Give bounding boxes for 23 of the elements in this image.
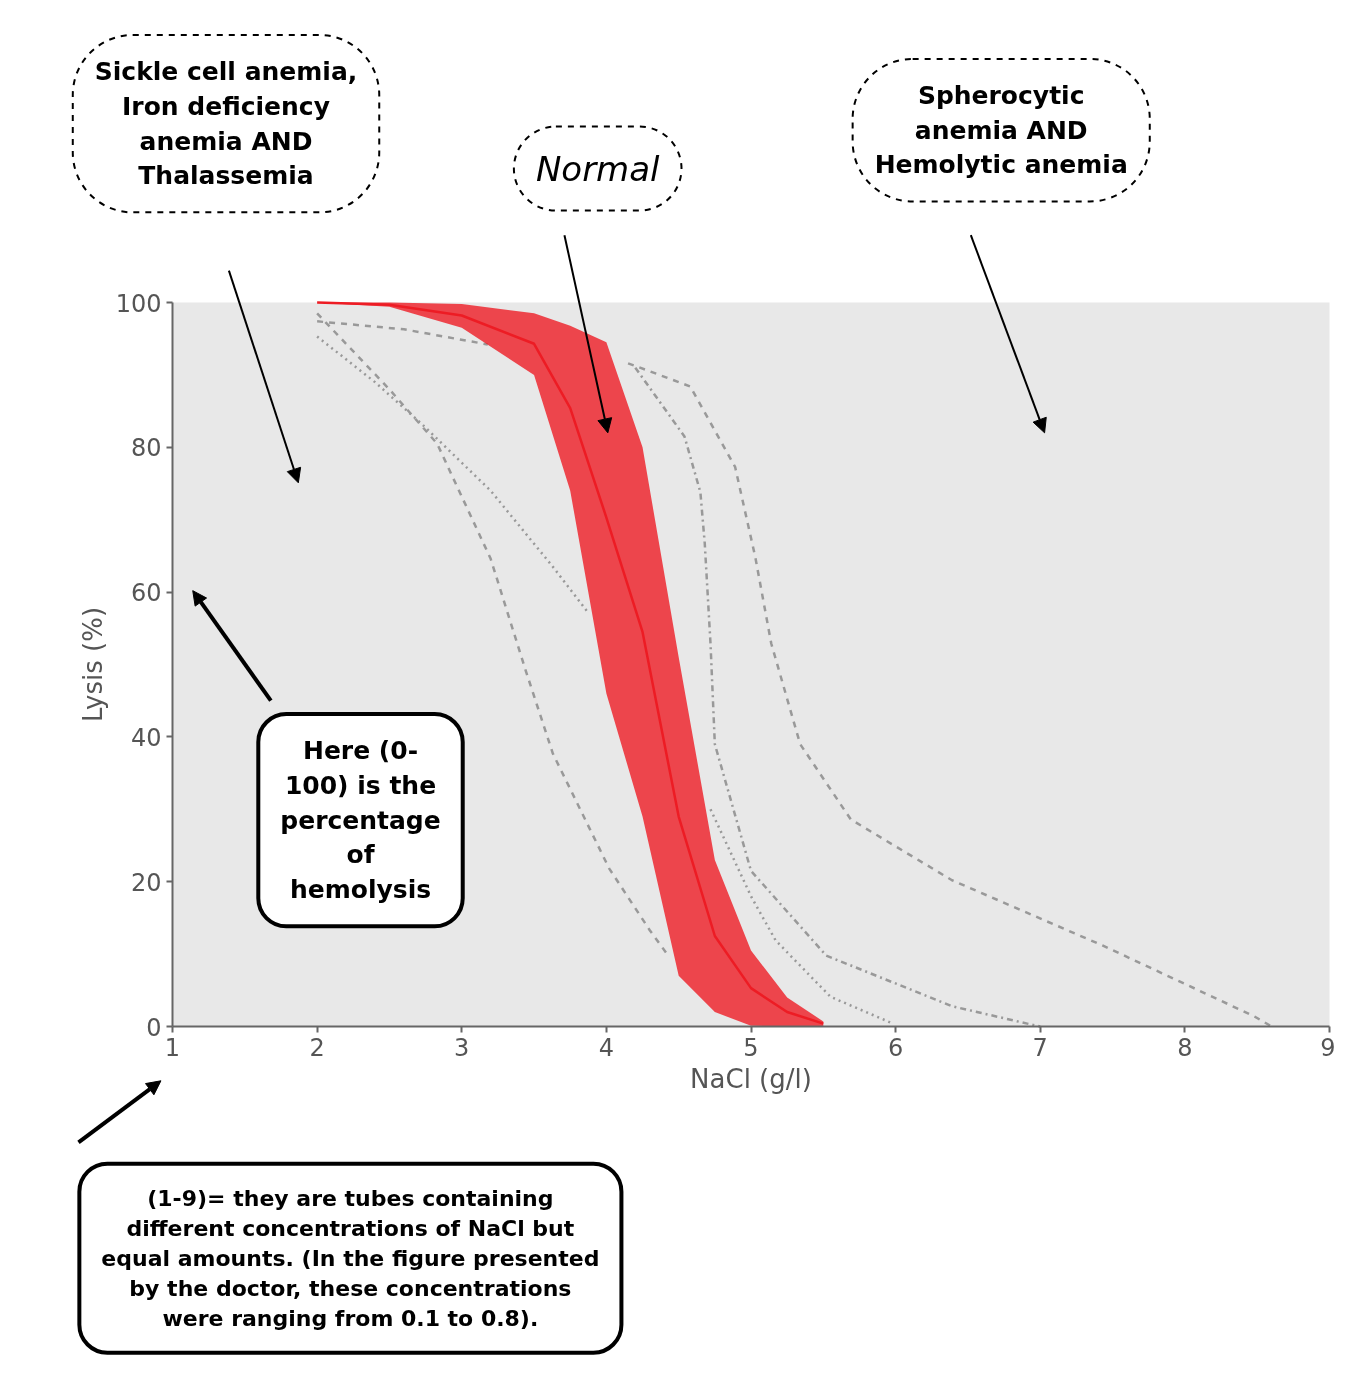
text: Normal	[535, 148, 661, 189]
x-tick-label: 4	[598, 1033, 615, 1062]
x-tick-label: 5	[743, 1033, 759, 1062]
text: Spherocytic anemia AND Hemolytic anemia	[874, 80, 1128, 180]
x-tick-label: 3	[454, 1033, 470, 1062]
y-tick-label: 40	[130, 723, 162, 752]
y-tick-label: 80	[130, 434, 162, 463]
x-axis-title: NaCl (g/l)	[690, 1063, 812, 1094]
x-tick-label: 1	[164, 1033, 181, 1062]
y-tick-label: 0	[146, 1013, 162, 1042]
x-tick-label: 2	[309, 1033, 325, 1062]
line-series	[634, 366, 1042, 1028]
y-tick-label: 60	[130, 579, 162, 608]
x-tick-label: 9	[1320, 1033, 1336, 1062]
y-tick-label: 100	[115, 289, 162, 318]
text: (1-9)= they are tubes containing different concentrations of NaCl but equal amounts. (In the figure presented by the doctor, these concentrations were ranging from 0.1 to 0.8).	[101, 1185, 600, 1331]
y-axis-title: Lysis (%)	[77, 606, 108, 723]
annotation: Here (0- 100) is the percentage of hemolysis	[280, 736, 441, 905]
x-tick-label: 7	[1032, 1033, 1048, 1062]
y-tick-label: 20	[130, 868, 162, 897]
x-tick-label: 6	[887, 1033, 904, 1062]
x-tick-label: 8	[1177, 1033, 1193, 1062]
text: Sickle cell anemia, Iron deficiency anemia AND Thalassemia	[94, 56, 358, 191]
